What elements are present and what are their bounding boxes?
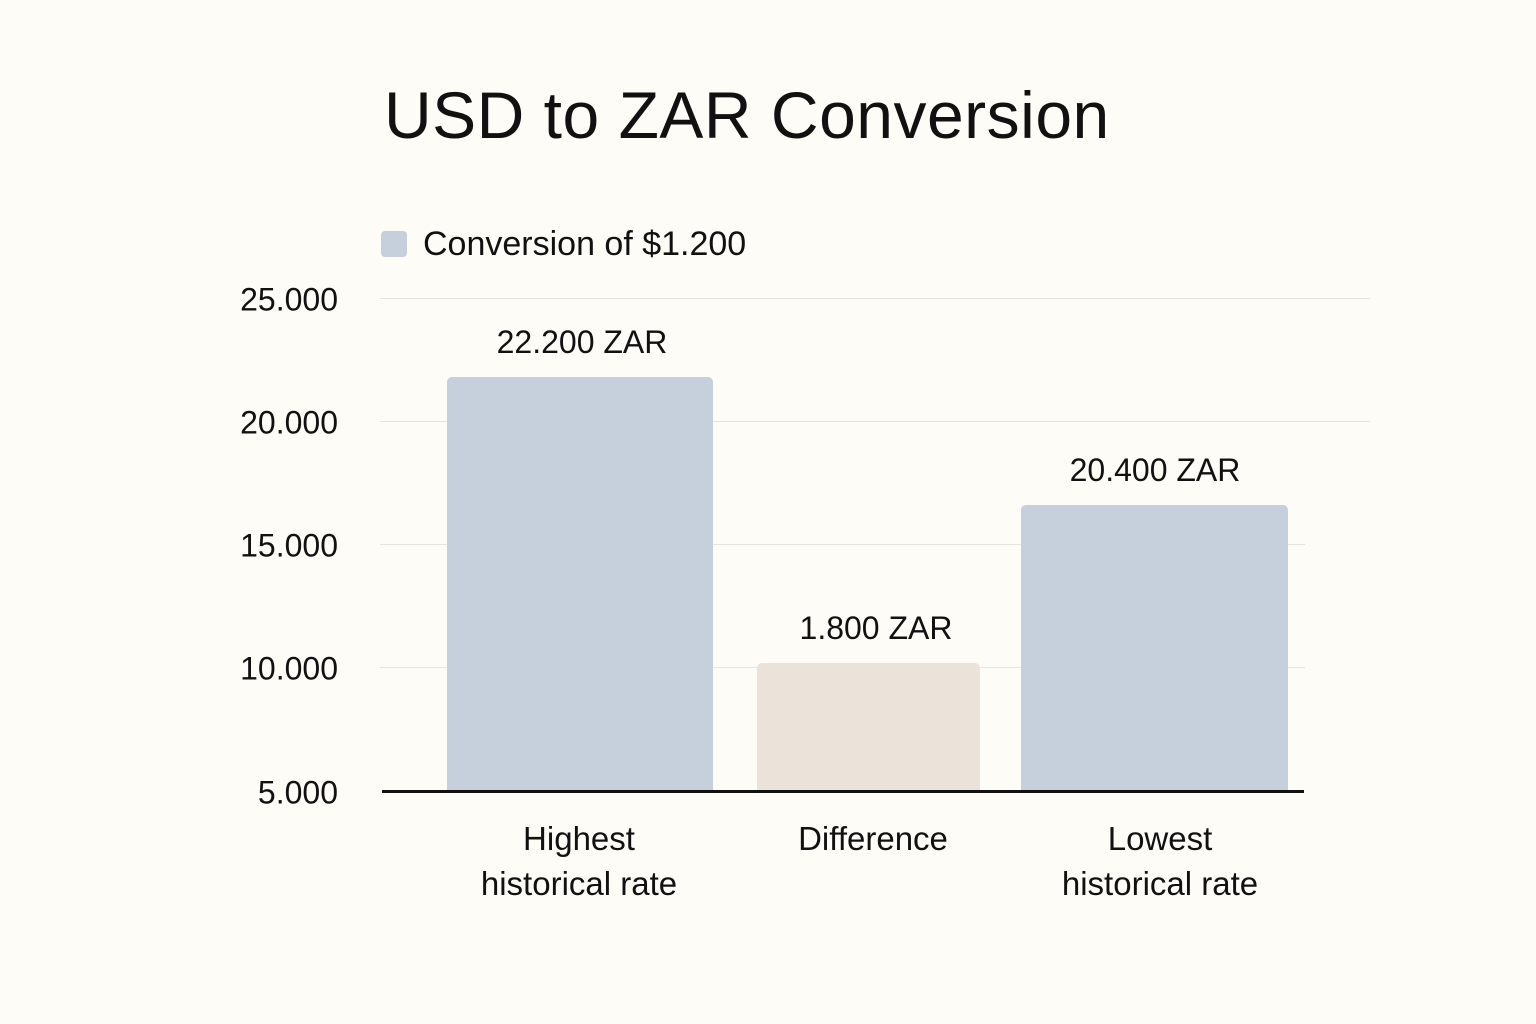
bar-value-label: 20.400 ZAR bbox=[1069, 452, 1241, 488]
x-category-line: Lowest bbox=[1107, 820, 1213, 857]
bar-lowest-rate bbox=[1021, 505, 1288, 791]
x-category-line: historical rate bbox=[1061, 865, 1259, 902]
y-tick-label: 15.000 bbox=[240, 527, 338, 564]
bar-value-label: 22.200 ZAR bbox=[496, 324, 668, 360]
gridline-20000 bbox=[380, 421, 1370, 422]
y-tick-label: 25.000 bbox=[240, 281, 338, 318]
x-category-line: Highest bbox=[523, 820, 635, 857]
x-axis-line bbox=[382, 790, 1304, 793]
chart-legend: Conversion of $1.200 bbox=[381, 224, 746, 264]
chart-title: USD to ZAR Conversion bbox=[384, 78, 1110, 152]
x-category-label: Lowest historical rate bbox=[1062, 816, 1258, 906]
bar-value-label: 1.800 ZAR bbox=[799, 610, 953, 646]
x-category-label: Difference bbox=[798, 816, 948, 861]
x-category-line: Difference bbox=[798, 820, 948, 857]
gridline-15000 bbox=[380, 544, 1305, 545]
gridline-25000 bbox=[380, 298, 1370, 299]
bar-difference bbox=[757, 663, 980, 791]
x-category-label: Highest historical rate bbox=[481, 816, 677, 906]
legend-label: Conversion of $1.200 bbox=[423, 224, 747, 263]
y-tick-label: 10.000 bbox=[240, 650, 338, 687]
legend-swatch bbox=[381, 231, 407, 257]
y-tick-label: 20.000 bbox=[240, 404, 338, 441]
y-tick-label: 5.000 bbox=[257, 774, 338, 811]
bar-highest-rate bbox=[447, 377, 713, 791]
x-category-line: historical rate bbox=[480, 865, 678, 902]
